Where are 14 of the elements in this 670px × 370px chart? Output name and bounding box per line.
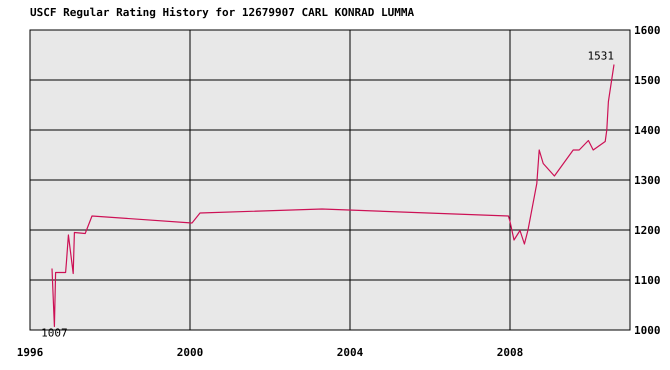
annotation: 1531 — [588, 50, 614, 62]
x-tick-label: 1996 — [16, 346, 44, 359]
y-tick-label: 1000 — [634, 324, 660, 337]
y-tick-label: 1400 — [634, 124, 660, 137]
y-tick-label: 1600 — [634, 24, 660, 37]
x-tick-label: 2000 — [176, 346, 204, 359]
y-tick-label: 1200 — [634, 224, 660, 237]
x-tick-label: 2008 — [496, 346, 524, 359]
y-tick-label: 1300 — [634, 174, 660, 187]
y-tick-label: 1100 — [634, 274, 660, 287]
x-tick-label: 2004 — [336, 346, 364, 359]
y-tick-label: 1500 — [634, 74, 660, 87]
line-series — [51, 64, 615, 328]
chart-title: USCF Regular Rating History for 12679907 CARL KONRAD LUMMA — [30, 6, 414, 19]
